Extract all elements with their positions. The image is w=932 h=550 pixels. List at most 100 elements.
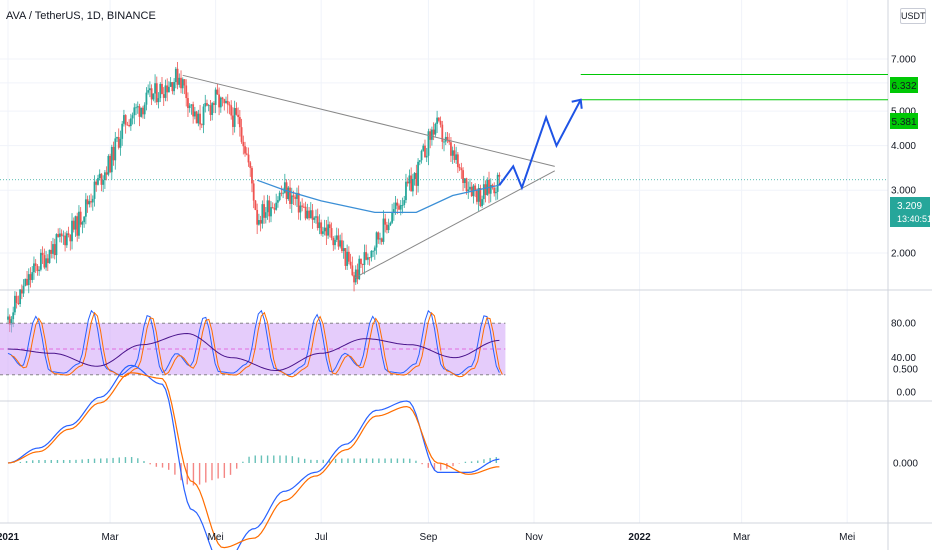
candle-body (216, 89, 219, 95)
candle-body (373, 247, 376, 251)
candle-body (282, 192, 285, 194)
candle-body (306, 210, 309, 219)
candle-body (116, 137, 118, 139)
candle-body (98, 173, 101, 179)
candle-body (126, 124, 129, 126)
candle-body (349, 261, 352, 266)
histogram-bar (266, 455, 269, 463)
x-tick-label: Mei (839, 532, 855, 543)
candle-body (399, 205, 402, 210)
candle-body (129, 118, 132, 127)
price-badges: 6.332 5.381 3.209 13:40:51 (890, 77, 932, 227)
currency-button[interactable]: USDT (900, 8, 926, 24)
candle-body (147, 90, 150, 93)
candle-body (477, 187, 480, 202)
candle-body (283, 182, 286, 193)
histogram-bar (334, 458, 337, 463)
price-tick-label: 2.000 (891, 249, 916, 260)
candle-body (252, 183, 255, 201)
candle-body (142, 107, 144, 115)
rsi-line (7, 332, 500, 372)
macd-line (7, 364, 500, 550)
candle-body (38, 269, 41, 272)
x-tick-label: 2022 (628, 532, 651, 543)
candle-body (259, 220, 262, 224)
histogram-bar (100, 458, 102, 463)
candle-body (121, 123, 124, 139)
candle-body (354, 269, 357, 283)
candle-body (71, 220, 73, 242)
histogram-bar (483, 459, 485, 463)
histogram-bar (254, 455, 256, 463)
candle-body (342, 248, 345, 251)
candle-body (294, 196, 297, 199)
candle-body (27, 274, 30, 286)
candle-body (83, 216, 86, 223)
candle-body (465, 178, 468, 192)
candle-body (358, 258, 361, 280)
candle-body (95, 181, 98, 185)
candle-body (323, 227, 326, 232)
candle-body (24, 278, 27, 286)
candle-body (39, 252, 42, 270)
candle-body (143, 104, 146, 115)
candle-body (411, 178, 414, 192)
candle-body (162, 94, 165, 98)
candle-body (406, 181, 409, 184)
histogram-bar (124, 457, 127, 463)
candle-body (278, 192, 281, 201)
macd-pane[interactable] (7, 364, 500, 550)
price-pane[interactable] (0, 62, 888, 333)
candle-body (368, 257, 371, 259)
candle-body (7, 316, 9, 320)
candle-body (41, 252, 44, 256)
candle-body (439, 120, 442, 125)
candle-body (238, 117, 241, 128)
candle-body (46, 258, 49, 264)
histogram-bar (168, 463, 170, 470)
histogram-bar (378, 458, 380, 463)
histogram-bar (38, 459, 40, 463)
candle-body (197, 113, 200, 124)
candle-body (351, 265, 354, 276)
candle-body (453, 150, 456, 160)
histogram-bar (93, 458, 96, 463)
countdown-label: 13:40:51 (897, 214, 932, 224)
price-axis[interactable]: 2.0003.0004.0005.0006.0007.0000.0040.008… (890, 55, 919, 550)
candle-body (221, 97, 224, 100)
stoch-rsi-k-line (7, 309, 500, 376)
candle-body (102, 180, 105, 185)
candle-body (188, 105, 191, 109)
candle-body (389, 222, 392, 226)
histogram-bar (322, 459, 324, 463)
histogram-bar (328, 459, 331, 463)
candle-body (266, 200, 269, 213)
candle-body (245, 153, 248, 155)
x-tick-label: Mei (208, 532, 224, 543)
candle-body (152, 93, 155, 100)
candle-body (219, 97, 222, 108)
candle-body (202, 106, 205, 126)
candle-body (366, 257, 369, 260)
histogram-bar (359, 458, 362, 463)
candle-body (327, 224, 329, 236)
candle-body (136, 106, 139, 108)
candle-body (335, 235, 338, 240)
candle-body (155, 83, 158, 103)
time-axis[interactable]: 2021 Mar Mei Jul Sep Nov 2022 Mar Mei (0, 532, 855, 543)
stoch-rsi-pane[interactable] (0, 309, 506, 378)
candle-body (268, 200, 271, 217)
candle-body (74, 216, 77, 230)
candle-body (90, 201, 92, 203)
histogram-bar (69, 459, 71, 463)
candle-body (382, 218, 385, 242)
candle-body (347, 251, 350, 262)
histogram-bar (143, 461, 145, 463)
candle-body (436, 117, 439, 124)
candle-body (174, 68, 177, 83)
candle-body (379, 238, 381, 240)
candle-body (432, 129, 435, 135)
macd-signal-line (7, 372, 500, 549)
